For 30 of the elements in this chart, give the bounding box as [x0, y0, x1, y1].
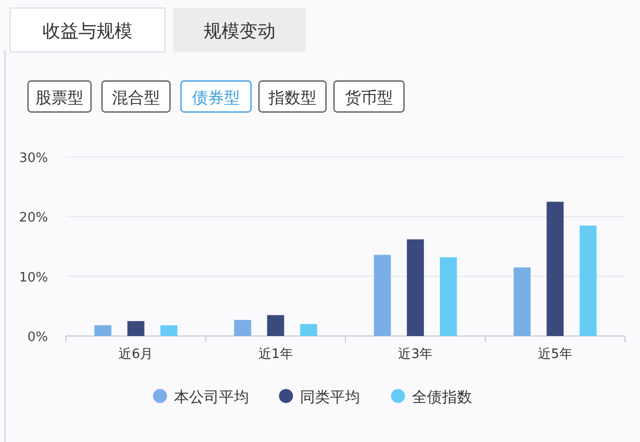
- text: 收益与规模: [42, 21, 132, 42]
- bar: [160, 325, 178, 336]
- bar: [94, 325, 112, 336]
- legend-label: 全债指数: [412, 388, 472, 406]
- y-tick-label: 0%: [27, 330, 48, 345]
- bar: [440, 257, 457, 336]
- x-tick-label: 近5年: [538, 347, 572, 362]
- y-tick-label: 20%: [19, 210, 48, 226]
- bar: [374, 254, 391, 336]
- bar: [267, 315, 284, 336]
- text: 股票型: [36, 88, 84, 107]
- text: 混合型: [112, 88, 160, 107]
- text: 规模变动: [204, 21, 276, 42]
- bar: [300, 324, 318, 336]
- bar: [406, 239, 424, 336]
- text: 指数型: [268, 88, 316, 107]
- bar: [546, 202, 564, 336]
- bar: [234, 320, 252, 336]
- legend-label: 同类平均: [300, 388, 360, 406]
- bar: [580, 226, 597, 336]
- bar: [127, 321, 144, 336]
- y-tick-label: 30%: [19, 151, 48, 166]
- bar: [514, 267, 531, 336]
- x-tick-label: 近3年: [398, 347, 433, 362]
- x-tick-label: 近6月: [118, 347, 154, 362]
- y-tick-label: 10%: [19, 270, 48, 286]
- legend-label: 本公司平均: [174, 388, 249, 406]
- text: 债券型: [192, 88, 240, 107]
- text: 货币型: [345, 88, 393, 107]
- x-tick-label: 近1年: [258, 347, 293, 362]
